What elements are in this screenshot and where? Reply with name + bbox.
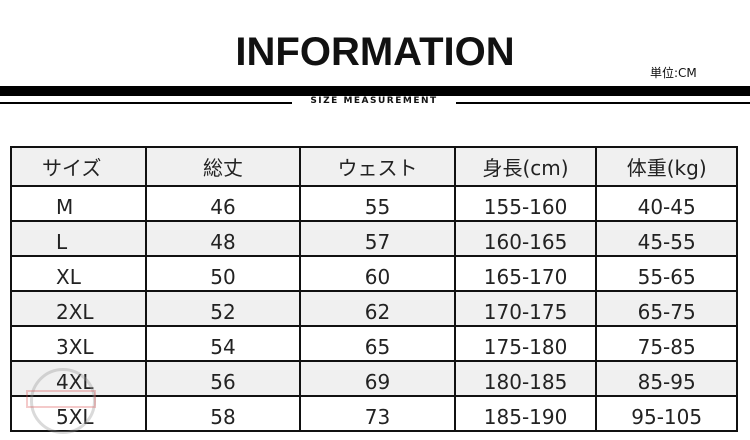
table-row: 4XL 56 69 180-185 85-95 [10,360,738,397]
table-cell: 69 [299,360,456,397]
table-cell: 180-185 [453,360,598,397]
table-cell: 45-55 [595,220,738,257]
table-cell: 165-170 [453,255,598,292]
column-header: サイズ [10,146,147,187]
table-row: 2XL 52 62 170-175 65-75 [10,290,738,327]
table-cell: 65 [299,325,456,362]
table-cell: 58 [144,395,302,432]
table-cell: 56 [144,360,302,397]
table-cell: 46 [144,185,302,222]
unit-label: 単位:CM [650,66,697,80]
table-cell: 50 [144,255,302,292]
table-cell: 160-165 [453,220,598,257]
table-cell: 155-160 [453,185,598,222]
table-cell: 52 [144,290,302,327]
table-row: M 46 55 155-160 40-45 [10,185,738,222]
divider-line-right [456,102,750,104]
table-row: XL 50 60 165-170 55-65 [10,255,738,292]
table-cell: 48 [144,220,302,257]
table-cell: 175-180 [453,325,598,362]
table-cell: 5XL [10,395,147,432]
column-header: 総丈 [144,146,302,187]
table-cell: 95-105 [595,395,738,432]
divider-bar [0,86,750,96]
divider-line-left [0,102,292,104]
table-cell: 40-45 [595,185,738,222]
table-cell: 65-75 [595,290,738,327]
table-cell: XL [10,255,147,292]
table-cell: 170-175 [453,290,598,327]
table-cell: 62 [299,290,456,327]
table-cell: 3XL [10,325,147,362]
table-cell: 57 [299,220,456,257]
table-cell: 60 [299,255,456,292]
table-cell: 73 [299,395,456,432]
table-cell: 185-190 [453,395,598,432]
column-header: 体重(kg) [595,146,738,187]
table-row: 3XL 54 65 175-180 75-85 [10,325,738,362]
column-header: 身長(cm) [453,146,598,187]
table-cell: 54 [144,325,302,362]
table-row: 5XL 58 73 185-190 95-105 [10,395,738,432]
table-cell: 85-95 [595,360,738,397]
table-cell: L [10,220,147,257]
table-cell: 2XL [10,290,147,327]
section-subtitle: SIZE MEASUREMENT [310,96,438,106]
table-header-row: サイズ 総丈 ウェスト 身長(cm) 体重(kg) [10,146,738,187]
size-table: サイズ 総丈 ウェスト 身長(cm) 体重(kg) M 46 55 155-160 40-45 L 4… [10,146,738,432]
table-cell: 75-85 [595,325,738,362]
column-header: ウェスト [299,146,456,187]
page-title: INFORMATION [235,30,515,74]
table-cell: 55-65 [595,255,738,292]
table-cell: 4XL [10,360,147,397]
table-row: L 48 57 160-165 45-55 [10,220,738,257]
table-cell: M [10,185,147,222]
table-cell: 55 [299,185,456,222]
